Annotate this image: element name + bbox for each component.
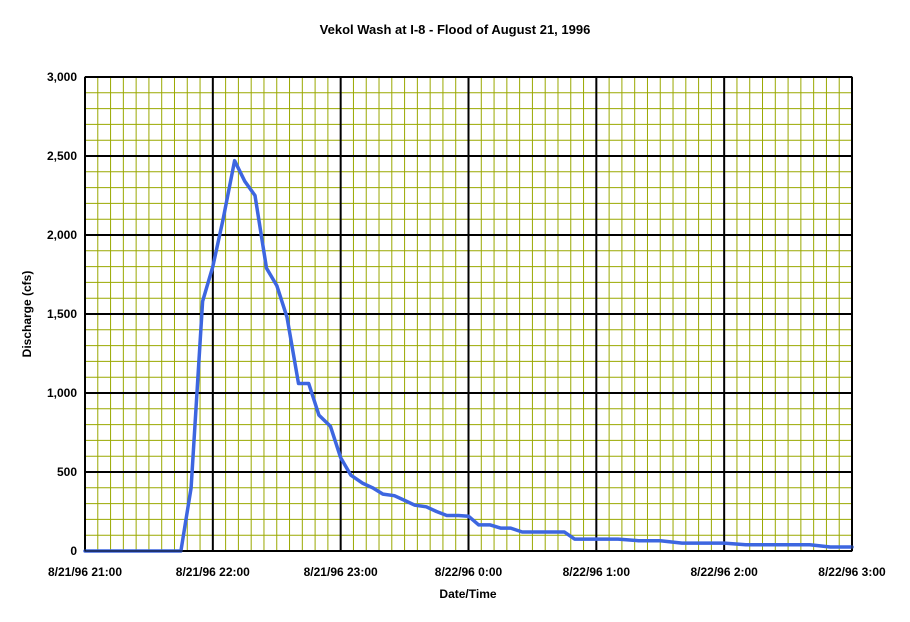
y-tick-label: 2,000: [47, 228, 77, 242]
x-tick-label: 8/21/96 22:00: [176, 565, 250, 579]
plot-area: 0 500 1,000 1,500 2,000 2,500 3,000 8/21/96 21:…: [47, 70, 886, 579]
y-tick-label: 500: [57, 465, 77, 479]
x-axis-label: Date/Time: [439, 587, 496, 601]
x-tick-label: 8/22/96 2:00: [690, 565, 758, 579]
y-tick-label: 1,000: [47, 386, 77, 400]
y-tick-label: 1,500: [47, 307, 77, 321]
plot-frame: [84, 76, 853, 552]
y-tick-label: 3,000: [47, 70, 77, 84]
x-tick-label: 8/21/96 21:00: [48, 565, 122, 579]
x-tick-label: 8/21/96 23:00: [304, 565, 378, 579]
chart-title: Vekol Wash at I-8 - Flood of August 21, …: [320, 22, 591, 37]
discharge-series-line: [83, 158, 854, 553]
x-tick-label: 8/22/96 1:00: [563, 565, 631, 579]
x-tick-label: 8/22/96 0:00: [435, 565, 503, 579]
x-tick-label: 8/22/96 3:00: [818, 565, 886, 579]
y-axis-label: Discharge (cfs): [20, 271, 34, 358]
y-tick-label: 0: [70, 544, 77, 558]
y-tick-label: 2,500: [47, 149, 77, 163]
